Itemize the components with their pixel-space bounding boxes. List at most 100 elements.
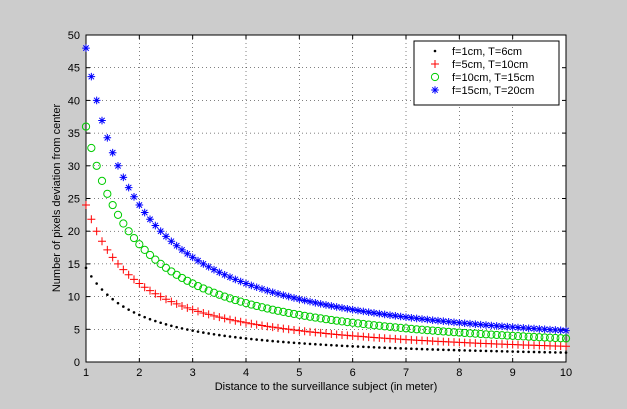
data-point: [306, 327, 314, 336]
data-point: [508, 331, 517, 340]
x-tick-label: 2: [136, 367, 142, 379]
y-tick-label: 10: [68, 292, 80, 304]
data-point: [146, 286, 154, 295]
data-point: [250, 337, 253, 341]
data-point: [226, 273, 234, 281]
data-point: [145, 250, 155, 260]
y-axis-label: Number of pixels deviation from center: [51, 104, 63, 293]
data-point: [103, 189, 112, 198]
data-point: [300, 296, 309, 305]
data-point: [124, 227, 133, 236]
data-point: [279, 291, 288, 300]
data-point: [204, 286, 213, 295]
data-point: [431, 348, 434, 351]
data-point: [225, 294, 235, 303]
data-point: [503, 322, 512, 331]
data-point: [412, 325, 421, 334]
data-point: [98, 237, 106, 246]
data-point: [268, 305, 277, 314]
data-point: [385, 322, 395, 331]
data-point: [303, 342, 306, 345]
data-point: [474, 349, 477, 352]
data-point: [188, 253, 197, 262]
data-point: [455, 318, 464, 327]
legend-entry: f=10cm, T=15cm: [430, 72, 534, 84]
data-point: [164, 323, 168, 326]
data-point: [519, 332, 528, 341]
data-point: [156, 259, 165, 268]
data-point: [562, 342, 570, 351]
data-point: [193, 281, 203, 291]
data-point: [404, 347, 408, 350]
data-point: [540, 325, 549, 334]
data-point: [386, 311, 394, 319]
data-point: [204, 263, 213, 271]
data-point: [210, 265, 218, 274]
legend-entry: f=5cm, T=10cm: [431, 59, 528, 71]
legend-marker: [430, 72, 440, 82]
data-point: [146, 215, 154, 224]
data-point: [479, 349, 482, 353]
y-tick-label: 35: [68, 128, 80, 140]
data-point: [204, 310, 213, 319]
data-point: [236, 277, 245, 286]
data-point: [442, 348, 445, 352]
data-point: [369, 321, 379, 330]
data-point: [511, 350, 514, 353]
data-point: [484, 349, 488, 353]
data-point: [354, 306, 362, 315]
data-point: [132, 311, 136, 314]
y-tick-label: 20: [68, 226, 80, 238]
data-point: [113, 210, 123, 219]
data-point: [399, 347, 402, 350]
data-point: [359, 307, 368, 316]
data-point: [362, 345, 365, 349]
data-point: [167, 237, 176, 246]
data-point: [162, 232, 170, 241]
data-point: [252, 320, 261, 329]
data-point: [548, 350, 552, 354]
data-point: [500, 349, 504, 353]
data-point: [220, 271, 229, 279]
legend-entry: f=1cm, T=6cm: [433, 46, 522, 58]
data-point: [274, 289, 282, 298]
data-point: [119, 265, 128, 274]
data-point: [202, 331, 205, 334]
x-tick-label: 6: [350, 367, 356, 379]
data-point: [482, 321, 490, 329]
data-point: [380, 322, 389, 331]
data-point: [394, 346, 397, 350]
data-point: [492, 322, 501, 330]
data-point: [90, 275, 93, 278]
data-point: [497, 331, 507, 340]
data-point: [465, 329, 475, 338]
data-point: [156, 227, 165, 235]
legend-marker: [431, 86, 439, 94]
data-point: [337, 317, 347, 326]
data-point: [375, 309, 384, 318]
legend-marker: [431, 60, 439, 68]
data-point: [353, 319, 363, 328]
data-point: [252, 283, 261, 292]
data-point: [335, 344, 338, 347]
data-point: [199, 308, 208, 317]
data-point: [481, 330, 491, 339]
data-point: [82, 201, 90, 210]
data-point: [279, 307, 288, 317]
data-point: [300, 327, 309, 336]
data-point: [87, 143, 96, 153]
data-point: [87, 215, 96, 224]
data-point: [242, 318, 250, 327]
data-point: [268, 288, 277, 297]
data-point: [263, 322, 272, 331]
data-point: [300, 311, 309, 320]
data-point: [143, 315, 146, 319]
data-point: [140, 283, 149, 292]
data-point: [263, 286, 272, 295]
data-point: [268, 323, 277, 332]
data-point: [487, 321, 496, 330]
data-point: [290, 294, 298, 302]
data-point: [316, 314, 325, 323]
data-point: [383, 346, 386, 350]
